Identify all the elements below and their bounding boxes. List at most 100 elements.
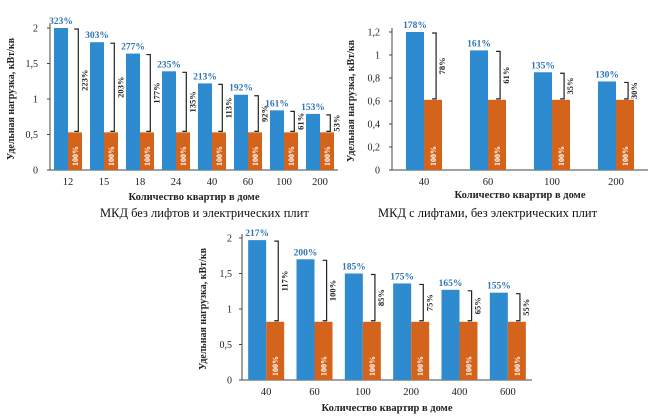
bar-total [344,273,363,380]
difference-bracket [254,95,259,132]
bar-base [104,132,118,170]
difference-label: 203% [115,77,125,98]
data-label-base: 100% [621,146,630,166]
difference-bracket [182,71,187,132]
data-label-total: 161% [265,99,289,109]
difference-label: 92% [259,105,269,122]
data-label-total: 135% [531,61,555,71]
bar-total [198,83,212,170]
data-label-base: 100% [287,146,296,166]
x-tick-label: 18 [135,177,146,188]
data-label-total: 200% [294,248,318,258]
data-label-base: 100% [179,146,188,166]
x-tick-label: 600 [500,387,516,398]
x-tick-label: 200 [608,177,624,188]
data-label-base: 100% [323,146,332,166]
data-label-total: 303% [85,31,109,41]
data-label-total: 213% [193,72,217,82]
difference-label: 85% [376,289,386,306]
x-tick-label: 60 [483,177,494,188]
data-label-base: 100% [557,146,566,166]
bar-total [54,28,68,170]
y-axis-label: Удельная нагрузка, кВт/кв [6,37,17,160]
chart-electric-stoves: 0 0,5 1 1,5 2 Удельная нагрузка, кВт/кв Количе… [198,229,532,414]
data-label-base: 100% [429,146,438,166]
difference-label: 61% [501,67,511,84]
y-tick-label: 0,4 [368,120,381,131]
y-tick-label: 1,5 [220,269,233,280]
x-tick-label: 40 [207,177,218,188]
bar-base [507,321,526,380]
x-tick-label: 40 [419,177,430,188]
bar-total [393,283,412,380]
bar-total [126,53,140,171]
difference-bracket [110,42,115,132]
data-label-total: 323% [49,17,73,27]
difference-label: 65% [473,297,483,314]
x-tick-label: 60 [243,177,254,188]
difference-bracket [218,83,223,132]
y-tick-label: 0,6 [368,97,381,108]
difference-label: 61% [295,113,305,130]
bar-base [552,99,570,170]
y-tick-label: 0 [227,376,232,387]
x-tick-label: 60 [309,387,320,398]
y-tick-label: 1 [227,305,232,316]
difference-bracket [624,81,629,100]
difference-bracket [432,32,437,100]
difference-bracket [74,28,79,132]
y-tick-label: 1,2 [368,28,381,39]
bar-total [90,42,104,171]
data-label-total: 175% [390,272,414,282]
bar-total [406,32,424,170]
data-label-base: 100% [271,356,280,376]
x-tick-label: 100 [276,177,292,188]
bar-base [212,132,226,170]
y-axis-label: Удельная нагрузка, кВт/кв [346,39,357,162]
data-label-base: 100% [320,356,329,376]
y-tick-label: 0,5 [220,340,233,351]
difference-label: 135% [187,91,197,112]
bar-total [162,71,176,170]
data-label-total: 235% [157,60,181,70]
difference-label: 117% [279,271,289,292]
data-label-total: 161% [467,39,491,49]
chart-no-lifts: 0 0,5 1 1,5 2 Удельная нагрузка, кВт/кв Количе… [6,17,341,203]
bar-total [270,110,284,170]
data-label-base: 100% [251,146,260,166]
y-tick-label: 2 [33,24,38,35]
data-label-base: 100% [416,356,425,376]
y-axis-label: Удельная нагрузка, кВт/кв [198,247,209,370]
y-tick-label: 0 [375,166,380,177]
x-axis-label: Количество квартир в доме [129,192,260,203]
y-tick-label: 0,5 [26,130,39,141]
data-label-base: 100% [215,146,224,166]
chart-caption-with-lifts: МКД с лифтами, без электрических плит [378,206,598,220]
x-tick-label: 200 [312,177,328,188]
chart-with-lifts: 0 0,2 0,4 0,6 0,8 1 1,2 Удельная нагрузка, кВт/… [346,21,648,201]
y-tick-label: 2 [227,234,232,245]
difference-bracket [496,50,501,100]
difference-label: 55% [521,299,531,316]
difference-bracket [326,114,331,132]
data-label-base: 100% [493,146,502,166]
bar-base [320,132,334,170]
y-tick-label: 0,8 [368,74,381,85]
chart-caption-no-lifts: МКД без лифтов и электрических плит [100,206,309,220]
x-axis-label: Количество квартир в доме [322,403,453,414]
x-tick-label: 40 [261,387,272,398]
bar-base [411,321,430,380]
y-tick-label: 1 [33,95,38,106]
difference-bracket [274,240,279,322]
data-label-total: 277% [121,43,145,53]
y-tick-label: 1,5 [26,59,39,70]
bar-base [248,132,262,170]
bar-total [598,81,616,170]
data-label-total: 155% [487,282,511,292]
difference-label: 75% [424,294,434,311]
difference-bracket [290,110,295,132]
bar-total [534,72,552,170]
data-label-base: 100% [107,146,116,166]
data-label-total: 165% [439,279,463,289]
